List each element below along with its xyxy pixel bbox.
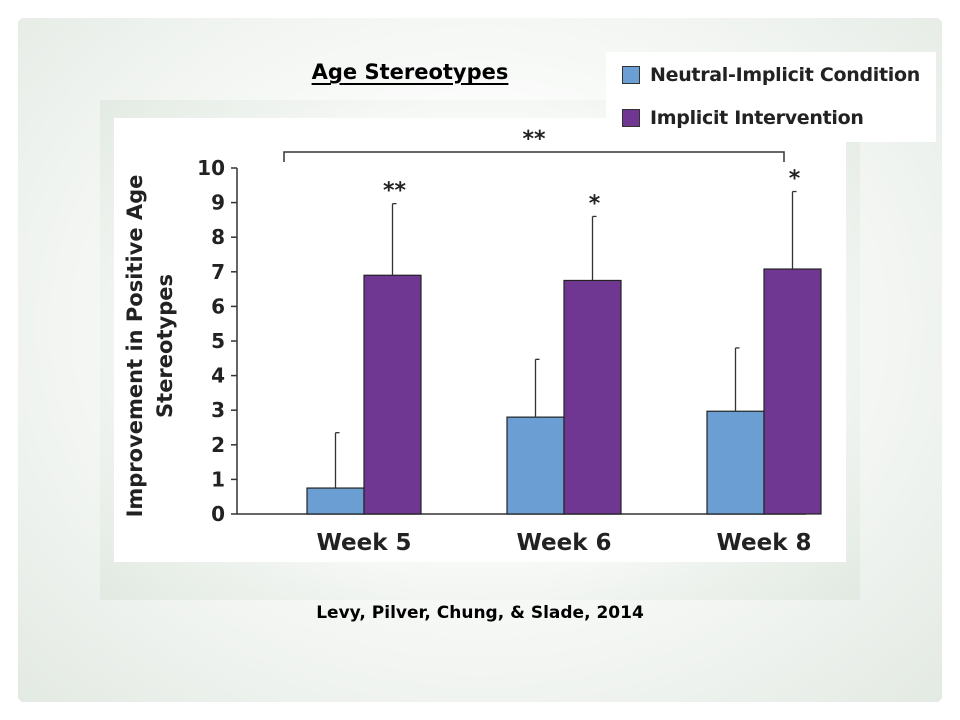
y-tick-label: 8 [211,225,225,249]
y-tick-label: 1 [211,467,225,491]
legend-swatch-intervention [622,109,640,127]
bar [763,268,822,515]
y-axis-label-line1: Improvement in Positive Age [123,175,147,518]
x-tick-label: Week 6 [516,530,611,556]
significance-marker: * [789,167,801,192]
y-axis-label-line2: Stereotypes [153,274,177,418]
bar [506,416,565,515]
x-tick-label: Week 8 [716,530,811,556]
significance-marker: * [589,191,601,216]
overall-significance-marker: ** [522,127,546,152]
y-tick-label: 9 [211,191,225,215]
bar-chart: 0 1 2 3 4 5 6 7 8 9 10 Improvement in Positive Age S… [123,127,822,556]
bar [706,410,765,515]
legend-item-intervention: Implicit Intervention [622,107,864,129]
y-tick-label: 5 [211,329,225,353]
x-tick-label: Week 5 [316,530,411,556]
significance-bracket [283,151,785,162]
y-tick-label: 0 [211,502,225,526]
y-tick-label: 7 [211,260,225,284]
chart-panel: 0 1 2 3 4 5 6 7 8 9 10 Improvement in Positive Age S… [114,118,846,562]
significance-marker: ** [383,179,407,204]
y-tick-label: 10 [197,156,225,180]
citation: Levy, Pilver, Chung, & Slade, 2014 [316,603,644,623]
bar [363,274,422,515]
legend: Neutral-Implicit Condition Implicit Inte… [606,52,936,142]
y-tick-label: 6 [211,294,225,318]
y-tick-label: 4 [211,364,225,388]
y-tick-label: 2 [211,433,225,457]
slide-title: Age Stereotypes [311,60,509,84]
legend-label-neutral: Neutral-Implicit Condition [650,64,920,86]
legend-item-neutral: Neutral-Implicit Condition [622,64,920,86]
bar [563,279,622,515]
bar [306,487,365,515]
y-tick-label: 3 [211,398,225,422]
legend-label-intervention: Implicit Intervention [650,107,864,129]
legend-swatch-neutral [622,66,640,84]
